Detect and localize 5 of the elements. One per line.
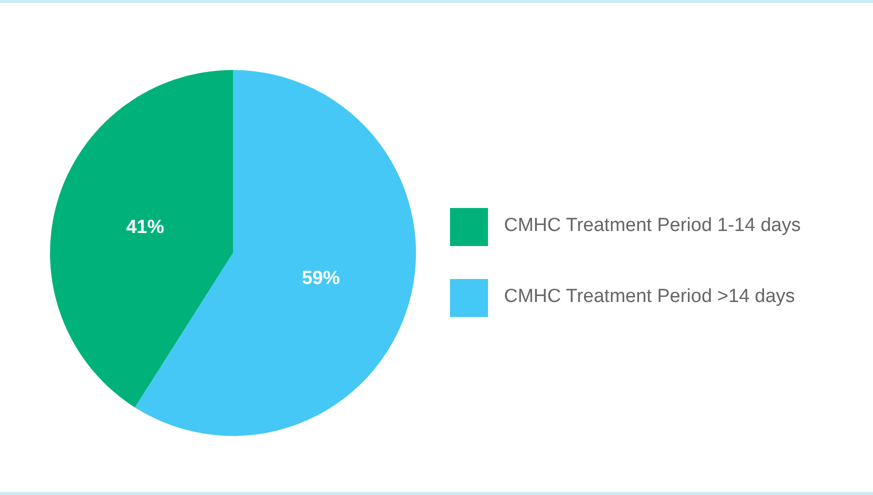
data-label: 59% — [302, 268, 340, 290]
pie-slice — [50, 70, 233, 408]
legend-label: CMHC Treatment Period 1-14 days — [504, 215, 801, 236]
legend-label: CMHC Treatment Period >14 days — [504, 286, 795, 307]
data-label: 41% — [126, 216, 164, 238]
